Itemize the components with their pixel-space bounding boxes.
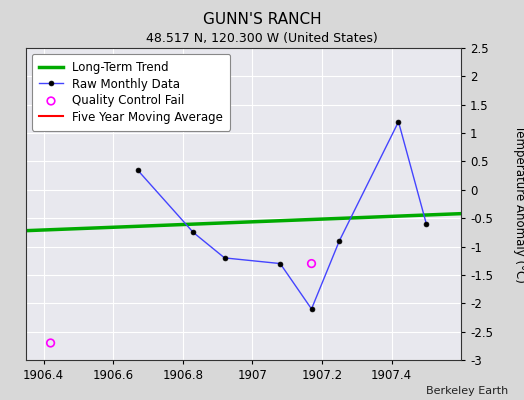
Raw Monthly Data xyxy=(190,230,196,235)
Raw Monthly Data xyxy=(277,261,283,266)
Line: Raw Monthly Data: Raw Monthly Data xyxy=(135,119,429,311)
Raw Monthly Data xyxy=(221,256,227,260)
Raw Monthly Data xyxy=(134,168,140,172)
Quality Control Fail xyxy=(307,260,315,267)
Raw Monthly Data xyxy=(308,306,314,311)
Text: GUNN'S RANCH: GUNN'S RANCH xyxy=(203,12,321,27)
Y-axis label: Temperature Anomaly (°C): Temperature Anomaly (°C) xyxy=(512,125,524,283)
Text: 48.517 N, 120.300 W (United States): 48.517 N, 120.300 W (United States) xyxy=(146,32,378,45)
Raw Monthly Data xyxy=(336,238,343,243)
Quality Control Fail xyxy=(46,340,54,346)
Legend: Long-Term Trend, Raw Monthly Data, Quality Control Fail, Five Year Moving Averag: Long-Term Trend, Raw Monthly Data, Quali… xyxy=(32,54,230,131)
Text: Berkeley Earth: Berkeley Earth xyxy=(426,386,508,396)
Raw Monthly Data xyxy=(423,222,430,226)
Raw Monthly Data xyxy=(395,119,401,124)
